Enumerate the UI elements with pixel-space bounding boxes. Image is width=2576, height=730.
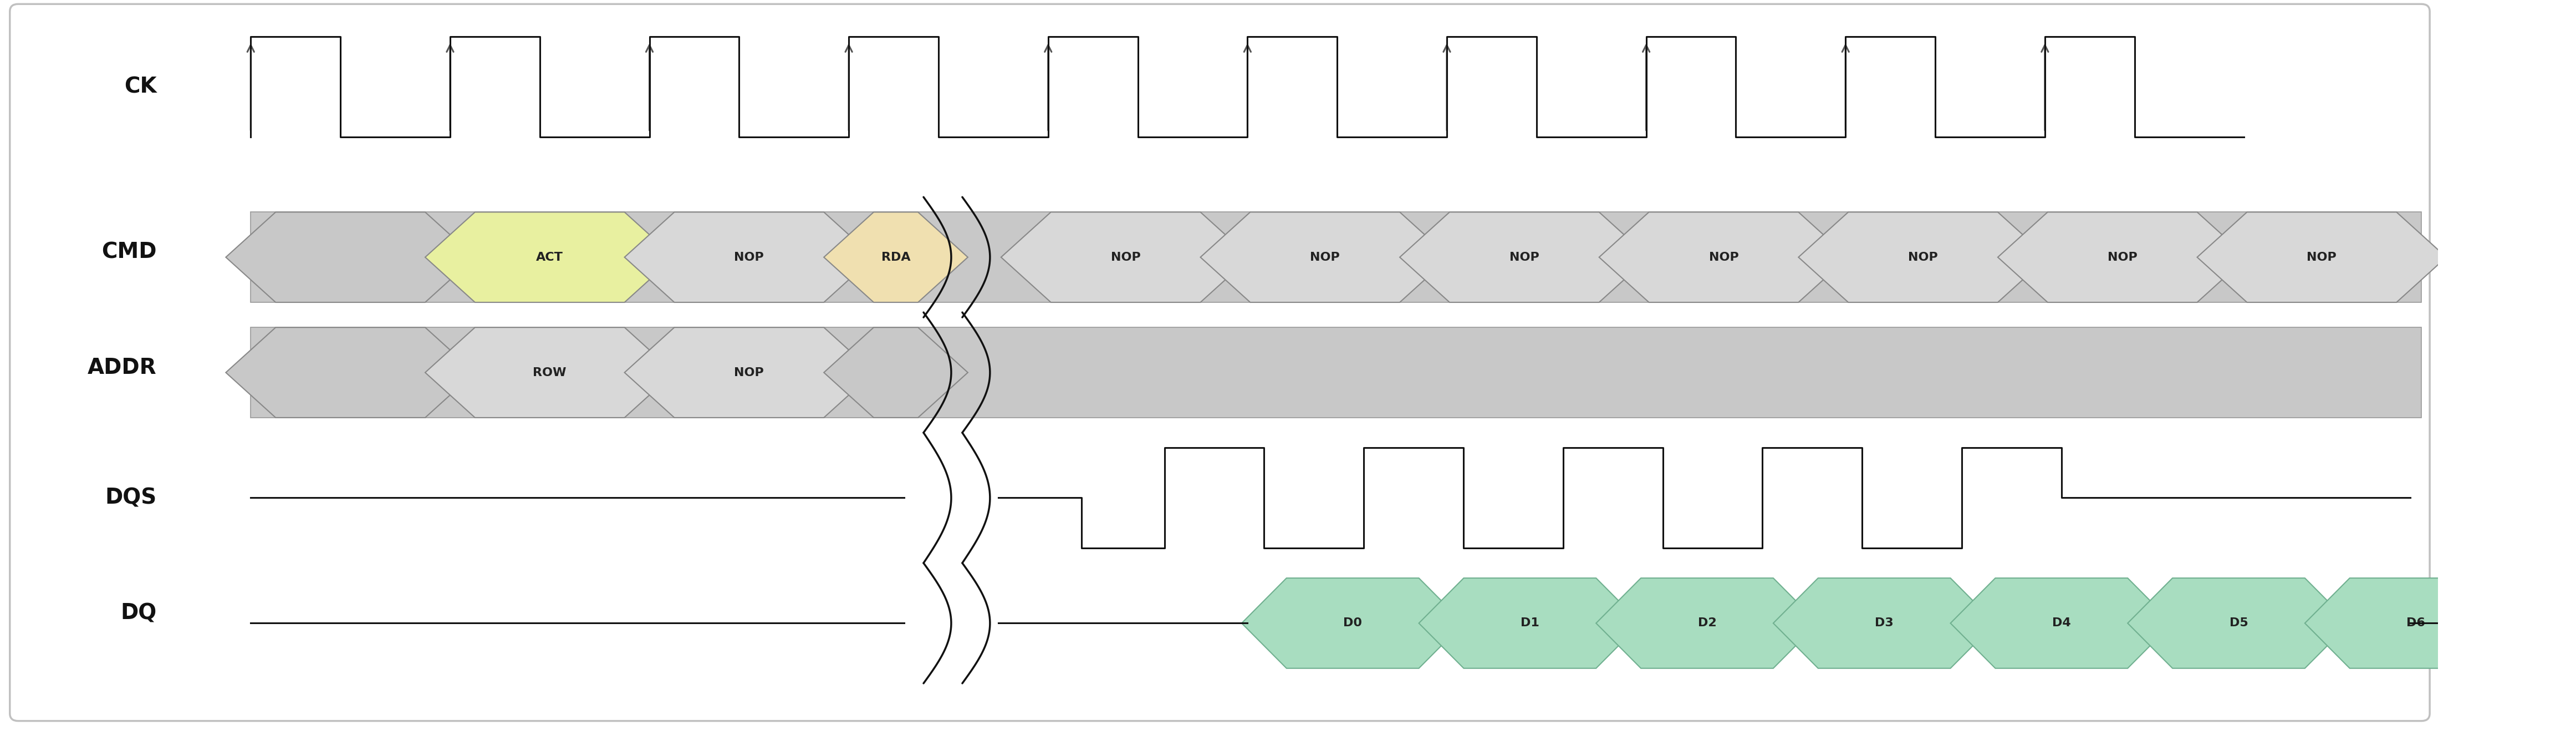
Polygon shape bbox=[2128, 578, 2349, 668]
Bar bbox=[250, 212, 2421, 302]
Text: CMD: CMD bbox=[100, 242, 157, 263]
Polygon shape bbox=[1242, 578, 1463, 668]
Polygon shape bbox=[1600, 212, 1850, 302]
Polygon shape bbox=[1002, 212, 1249, 302]
Polygon shape bbox=[1597, 578, 1819, 668]
Polygon shape bbox=[1950, 578, 2172, 668]
Polygon shape bbox=[2483, 578, 2576, 668]
Text: NOP: NOP bbox=[1708, 252, 1739, 263]
Text: D6: D6 bbox=[2406, 618, 2424, 629]
Text: D1: D1 bbox=[1520, 618, 1540, 629]
Text: DQ: DQ bbox=[121, 603, 157, 623]
Text: ACT: ACT bbox=[536, 252, 564, 263]
Polygon shape bbox=[2306, 578, 2527, 668]
Text: NOP: NOP bbox=[1110, 252, 1141, 263]
Text: D2: D2 bbox=[1698, 618, 1716, 629]
Polygon shape bbox=[1999, 212, 2246, 302]
Text: D5: D5 bbox=[2228, 618, 2249, 629]
Polygon shape bbox=[1200, 212, 1450, 302]
Text: NOP: NOP bbox=[1909, 252, 1937, 263]
Polygon shape bbox=[227, 212, 474, 302]
Bar bbox=[250, 327, 2421, 418]
Polygon shape bbox=[425, 212, 675, 302]
Polygon shape bbox=[623, 327, 873, 418]
Text: DQS: DQS bbox=[106, 488, 157, 508]
Polygon shape bbox=[824, 327, 969, 418]
Text: D0: D0 bbox=[1342, 618, 1363, 629]
Text: D4: D4 bbox=[2053, 618, 2071, 629]
Text: CK: CK bbox=[124, 76, 157, 97]
Polygon shape bbox=[1399, 212, 1649, 302]
Text: NOP: NOP bbox=[734, 367, 765, 378]
Polygon shape bbox=[1798, 212, 2048, 302]
Polygon shape bbox=[2197, 212, 2447, 302]
Text: NOP: NOP bbox=[1510, 252, 1540, 263]
Text: RDA: RDA bbox=[881, 252, 909, 263]
Text: ROW: ROW bbox=[533, 367, 567, 378]
Text: NOP: NOP bbox=[2308, 252, 2336, 263]
Text: NOP: NOP bbox=[2107, 252, 2138, 263]
Text: ADDR: ADDR bbox=[88, 357, 157, 378]
Polygon shape bbox=[1772, 578, 1996, 668]
Polygon shape bbox=[425, 327, 675, 418]
Polygon shape bbox=[824, 212, 969, 302]
Text: NOP: NOP bbox=[1311, 252, 1340, 263]
Polygon shape bbox=[1419, 578, 1641, 668]
Text: D3: D3 bbox=[1875, 618, 1893, 629]
Polygon shape bbox=[227, 327, 474, 418]
FancyBboxPatch shape bbox=[10, 4, 2429, 721]
Polygon shape bbox=[623, 212, 873, 302]
Text: NOP: NOP bbox=[734, 252, 765, 263]
